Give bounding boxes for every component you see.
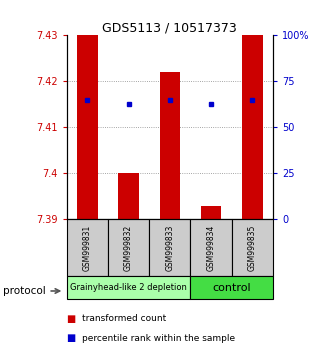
Bar bbox=[232, 219, 273, 276]
Text: Grainyhead-like 2 depletion: Grainyhead-like 2 depletion bbox=[70, 283, 187, 292]
Text: ■: ■ bbox=[67, 333, 76, 343]
Text: GSM999834: GSM999834 bbox=[206, 224, 216, 271]
Bar bbox=[242, 35, 263, 219]
Bar bbox=[190, 276, 273, 299]
Text: control: control bbox=[212, 282, 251, 293]
Bar bbox=[190, 219, 232, 276]
Text: GSM999832: GSM999832 bbox=[124, 225, 133, 271]
Title: GDS5113 / 10517373: GDS5113 / 10517373 bbox=[103, 21, 237, 34]
Bar bbox=[67, 276, 190, 299]
Bar bbox=[77, 35, 98, 219]
Text: percentile rank within the sample: percentile rank within the sample bbox=[82, 333, 235, 343]
Text: GSM999835: GSM999835 bbox=[248, 224, 257, 271]
Text: GSM999833: GSM999833 bbox=[165, 224, 174, 271]
Bar bbox=[149, 219, 190, 276]
Text: transformed count: transformed count bbox=[82, 314, 166, 323]
Text: protocol: protocol bbox=[3, 286, 46, 296]
Bar bbox=[118, 173, 139, 219]
Text: ■: ■ bbox=[67, 314, 76, 324]
Bar bbox=[67, 219, 108, 276]
Bar bbox=[108, 219, 149, 276]
Bar bbox=[160, 72, 180, 219]
Text: GSM999831: GSM999831 bbox=[83, 225, 92, 271]
Bar bbox=[201, 206, 221, 219]
